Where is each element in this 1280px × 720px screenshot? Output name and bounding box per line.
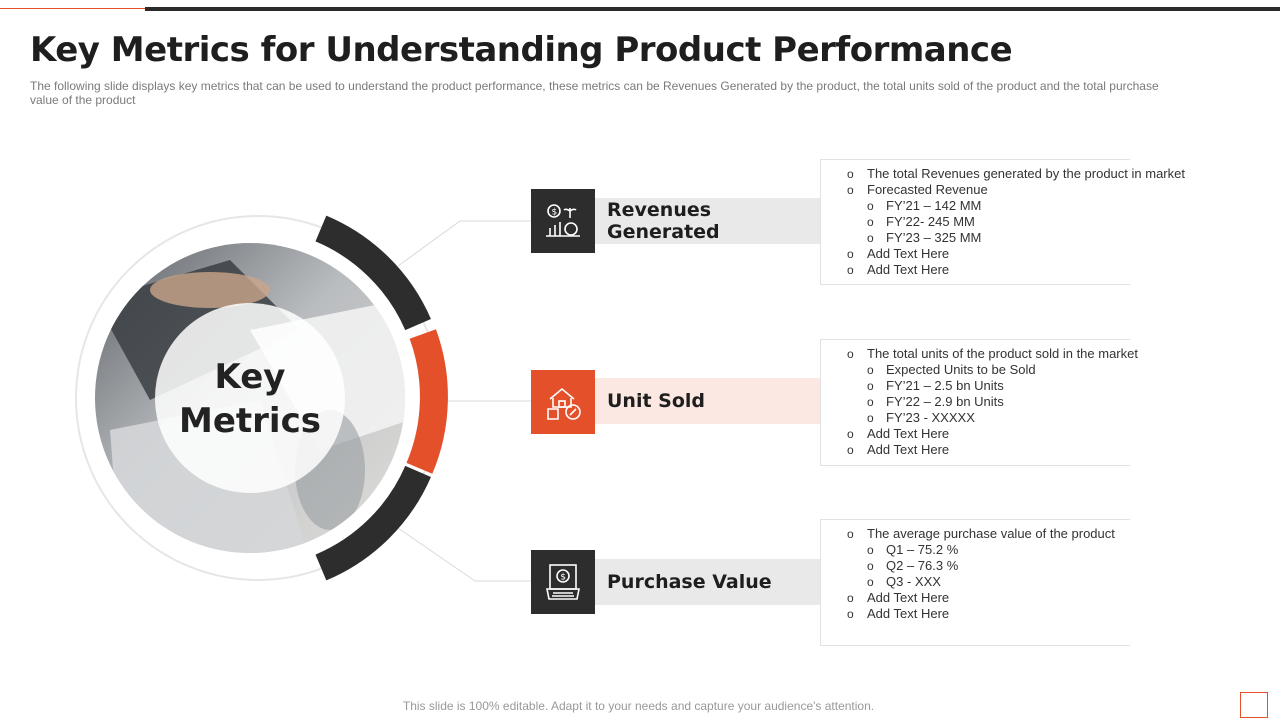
bullet-item: The total units of the product sold in t… [847,346,1138,362]
bullet-item: Q1 – 75.2 % [847,542,1130,558]
svg-text:$: $ [552,208,558,218]
revenue-icon-box: $ [531,189,595,253]
units-icon-box [531,370,595,434]
corner-frame [1240,692,1268,718]
unit-sold-label: Unit Sold [595,378,820,424]
slide-subtitle: The following slide displays key metrics… [30,79,1159,107]
connector-line-purchase [397,527,531,582]
bullet-item: FY’22- 245 MM [847,214,1130,230]
payment-terminal-icon: $ [546,564,580,600]
bullet-item: FY’23 – 325 MM [847,230,1130,246]
bullet-item: Add Text Here [847,426,1130,442]
slide-title: Key Metrics for Understanding Product Pe… [30,30,1013,70]
bullet-item: Expected Units to be Sold [847,362,1130,378]
center-circle [155,303,345,493]
connector-line-revenues [397,220,531,267]
bullet-item: The average purchase value of the produc… [847,526,1130,542]
arc-segment-top [315,215,431,331]
bullet-item: The total Revenues generated by the prod… [847,166,1185,182]
svg-text:$: $ [560,573,566,583]
purchase-details: The average purchase value of the produc… [820,519,1130,646]
revenues-generated-label: Revenues Generated [595,198,820,244]
bullet-item: FY’22 – 2.9 bn Units [847,394,1130,410]
bullet-item: Add Text Here [847,606,1130,622]
bullet-item: FY’21 – 2.5 bn Units [847,378,1130,394]
bullet-item: FY’23 - XXXXX [847,410,1130,426]
bullet-item: Add Text Here [847,262,1130,278]
top-dark-bar [145,7,1280,11]
bullet-item: Add Text Here [847,442,1130,458]
arc-segment-middle [406,329,448,474]
purchase-value-label: Purchase Value [595,559,820,605]
footer-note: This slide is 100% editable. Adapt it to… [402,699,875,713]
center-label-line2: Metrics [179,401,321,441]
bullet-item: FY’21 – 142 MM [847,198,1130,214]
revenue-growth-icon: $ [546,204,580,237]
revenues-details: The total Revenues generated by the prod… [820,159,1185,285]
units-sold-icon [547,387,581,420]
arc-segment-bottom [315,465,431,581]
top-accent-line [0,8,145,9]
units-details: The total units of the product sold in t… [820,339,1138,466]
purchase-icon-box: $ [531,550,595,614]
center-label: Key Metrics [155,355,345,443]
bullet-item: Q3 - XXX [847,574,1130,590]
bullet-item: Add Text Here [847,590,1130,606]
bullet-item: Add Text Here [847,246,1130,262]
bullet-item: Q2 – 76.3 % [847,558,1130,574]
bullet-item: Forecasted Revenue [847,182,1130,198]
center-label-line1: Key [214,357,286,397]
